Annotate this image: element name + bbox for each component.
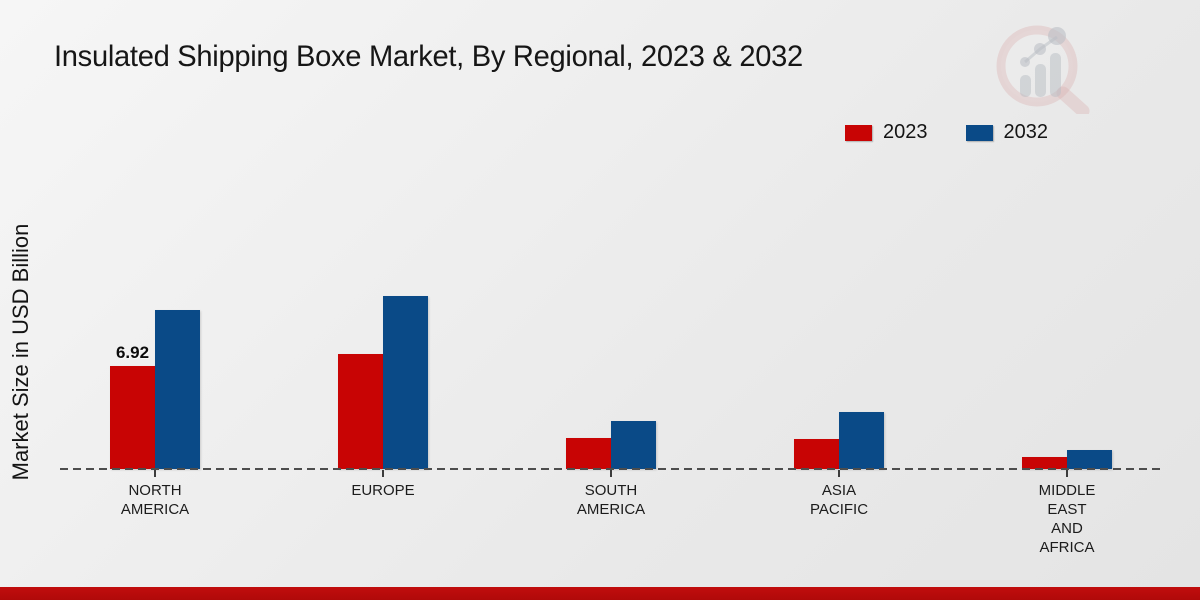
bar-2023-europe	[338, 354, 383, 469]
x-axis-tick-south-america	[610, 470, 612, 477]
legend-label: 2032	[1003, 121, 1049, 143]
x-axis-label-europe: EUROPE	[351, 482, 415, 499]
x-axis-tick-middle-east-and-africa	[1066, 470, 1068, 477]
legend-item-2032: 2032	[965, 121, 1049, 144]
x-axis-label-asia-pacific: ASIA PACIFIC	[809, 482, 869, 518]
legend-swatch-2032	[965, 124, 993, 141]
legend: 2023 2032	[845, 121, 1048, 144]
x-axis-tick-north-america	[154, 470, 156, 477]
bar-2023-south-america	[566, 438, 611, 469]
x-axis-tick-europe	[382, 470, 384, 477]
bar-value-label: 6.92	[115, 343, 150, 362]
x-axis-tick-asia-pacific	[838, 470, 840, 477]
bar-2032-europe	[383, 296, 428, 469]
legend-label: 2023	[883, 121, 928, 143]
brand-watermark-magnifier-chart-icon	[996, 25, 1090, 114]
bar-2023-asia-pacific	[794, 439, 839, 469]
bar-2023-middle-east-and-africa	[1022, 457, 1067, 469]
bar-2032-asia-pacific	[839, 412, 884, 469]
x-axis-label-south-america: SOUTH AMERICA	[576, 482, 646, 518]
x-axis-baseline	[60, 468, 1160, 470]
x-axis-label-middle-east-and-africa: MIDDLE EAST AND AFRICA	[1038, 482, 1096, 556]
x-axis-label-north-america: NORTH AMERICA	[120, 482, 190, 518]
legend-item-2023: 2023	[845, 121, 928, 144]
bar-2032-north-america	[155, 310, 200, 469]
bar-2032-middle-east-and-africa	[1067, 450, 1112, 469]
legend-swatch-2023	[845, 124, 872, 141]
footer-accent-bar	[0, 587, 1200, 600]
bar-2023-north-america	[110, 366, 155, 469]
chart-title: Insulated Shipping Boxe Market, By Regio…	[54, 40, 803, 73]
bar-2032-south-america	[611, 421, 656, 469]
